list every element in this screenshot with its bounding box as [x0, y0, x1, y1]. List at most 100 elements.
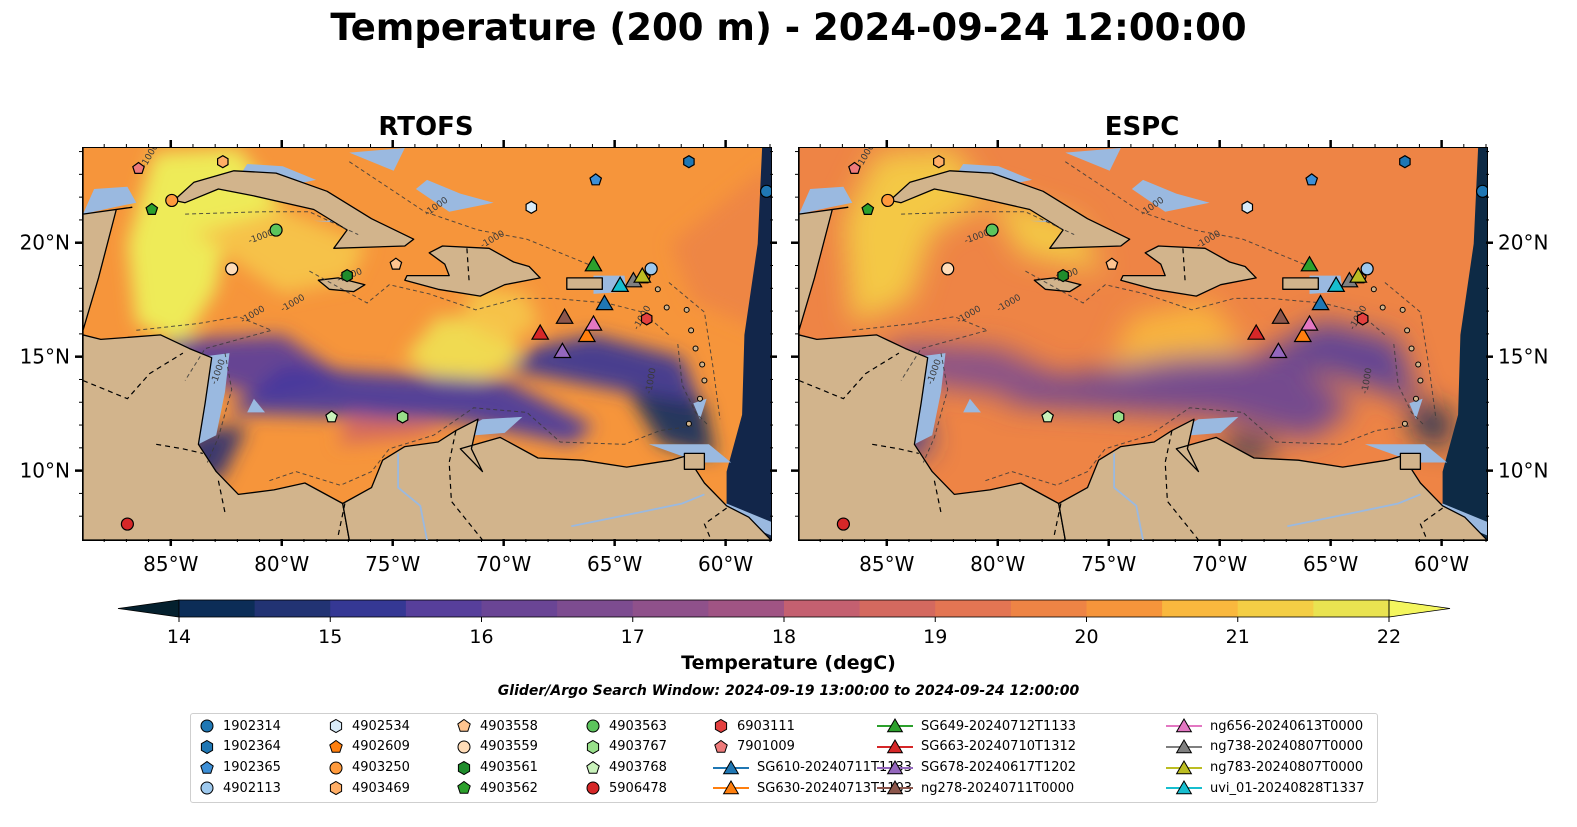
argo-float-1902364[interactable] [1399, 155, 1411, 169]
glider-uvi_01-20240828T1337[interactable] [1326, 276, 1346, 292]
glider-SG610-20240711T1133[interactable] [1311, 294, 1330, 311]
glider-ng656-20240613T0000[interactable] [1300, 314, 1319, 331]
legend-label: 1902364 [223, 739, 281, 755]
glider-ng278-20240711T0000[interactable] [1271, 307, 1290, 324]
glider-uvi_01-20240828T1337[interactable] [610, 276, 630, 292]
argo-float-4903469[interactable] [217, 155, 229, 169]
argo-float-4902534[interactable] [1241, 200, 1254, 214]
glider-SG649-20240712T1133[interactable] [584, 255, 603, 272]
lat-tick-label: 15°N [1498, 345, 1548, 369]
legend-entry: 4903563 [585, 716, 667, 736]
colorbar-bin [405, 600, 482, 617]
legend-marker-icon [329, 761, 343, 775]
legend-entry: 1902365 [199, 758, 281, 778]
glider-ng656-20240613T0000[interactable] [584, 314, 603, 331]
argo-float-4903768[interactable] [1041, 410, 1055, 423]
argo-float-4903250[interactable] [165, 193, 179, 208]
argo-float-6903111[interactable] [1356, 312, 1369, 326]
glider-ng783-20240807T0000[interactable] [1349, 266, 1368, 283]
legend-marker-icon [1166, 738, 1202, 754]
colorbar-bin [935, 600, 1012, 617]
argo-float-1902314[interactable] [1475, 184, 1487, 198]
argo-float-1902365[interactable] [1305, 173, 1319, 186]
glider-SG649-20240712T1133[interactable] [1300, 255, 1319, 272]
legend-label: 1902314 [223, 718, 281, 734]
lon-tick-label: 70°W [476, 552, 531, 576]
legend-marker-icon [586, 760, 600, 774]
glider-SG678-20240617T1202[interactable] [553, 342, 572, 359]
legend-label: SG678-20240617T1202 [921, 760, 1077, 776]
argo-float-7901009[interactable] [132, 161, 145, 174]
argo-float-4903558[interactable] [1105, 257, 1119, 270]
legend-label: 4902534 [352, 718, 410, 734]
lon-tick-label: 80°W [254, 552, 309, 576]
argo-float-4903767[interactable] [1112, 410, 1125, 424]
legend-label: SG630-20240713T1103 [757, 780, 913, 796]
colorbar-extend-high [1388, 599, 1451, 618]
legend-marker-icon [457, 781, 471, 795]
glider-SG663-20240710T1312[interactable] [530, 323, 550, 340]
legend-marker-icon [457, 740, 471, 754]
argo-float-4903250[interactable] [881, 193, 895, 208]
legend-entry: 6903111 [713, 716, 795, 736]
argo-float-4903558[interactable] [389, 257, 403, 270]
legend-label: 4903768 [609, 760, 667, 776]
colorbar-tick-label: 16 [469, 626, 494, 648]
colorbar-bin [859, 600, 936, 617]
argo-float-4902113[interactable] [1360, 262, 1374, 276]
colorbar-bin [708, 600, 785, 617]
argo-float-7901009[interactable] [848, 161, 861, 174]
argo-float-4903768[interactable] [325, 410, 339, 423]
argo-float-4902113[interactable] [644, 262, 658, 276]
map-rtofs[interactable]: -1000 -1000 -1000 -1000 -1000 -1000 -1000 -1000… [82, 147, 772, 541]
glider-ng278-20240711T0000[interactable] [555, 307, 574, 324]
argo-float-4903563[interactable] [269, 223, 283, 237]
legend-entry: 5906478 [585, 778, 667, 798]
colorbar-bin [1010, 600, 1087, 617]
legend-label: 5906478 [609, 780, 667, 796]
argo-float-5906478[interactable] [120, 517, 134, 531]
legend-label: SG649-20240712T1133 [921, 718, 1077, 734]
argo-float-6903111[interactable] [640, 312, 653, 326]
search-window-text: Glider/Argo Search Window: 2024-09-19 13… [497, 683, 1080, 699]
legend-entry: 4903768 [585, 758, 667, 778]
map-espc-canvas: -1000-1000-1000-1000-1000 -1000-1000-1000… [799, 148, 1487, 540]
legend-entry: 4903558 [456, 716, 538, 736]
legend-label: ng656-20240613T0000 [1210, 718, 1364, 734]
legend-entry: 4902609 [328, 737, 410, 757]
argo-float-4903563[interactable] [985, 223, 999, 237]
legend-entry: 4903250 [328, 758, 410, 778]
glider-SG630-20240713T1103[interactable] [577, 326, 597, 343]
argo-float-4902534[interactable] [525, 200, 538, 214]
legend-label: 4902609 [352, 739, 410, 755]
legend-entry: SG649-20240712T1133 [877, 716, 1076, 736]
legend-label: SG663-20240710T1312 [921, 739, 1077, 755]
glider-SG678-20240617T1202[interactable] [1269, 342, 1288, 359]
argo-float-4903562[interactable] [145, 202, 159, 216]
legend-label: SG610-20240711T1133 [757, 760, 913, 776]
glider-SG610-20240711T1133[interactable] [595, 294, 614, 311]
legend-label: 6903111 [737, 718, 795, 734]
argo-float-4903561[interactable] [1057, 268, 1069, 283]
legend-entry: 7901009 [713, 737, 795, 757]
argo-float-1902314[interactable] [759, 184, 771, 198]
legend-label: 4903563 [609, 718, 667, 734]
argo-float-4903559[interactable] [225, 262, 239, 276]
glider-SG630-20240713T1103[interactable] [1293, 326, 1313, 343]
argo-float-4903561[interactable] [341, 268, 353, 283]
argo-float-5906478[interactable] [836, 517, 850, 531]
argo-float-4903767[interactable] [396, 410, 409, 424]
glider-SG663-20240710T1312[interactable] [1246, 323, 1266, 340]
argo-float-4903559[interactable] [941, 262, 955, 276]
map-espc[interactable]: -1000 -1000 -1000 -1000 -1000 -1000 -1000 -1000… [798, 147, 1488, 541]
argo-float-1902364[interactable] [683, 155, 695, 169]
legend-marker-icon [329, 739, 343, 753]
glider-ng783-20240807T0000[interactable] [633, 266, 652, 283]
legend-entry: 1902314 [199, 716, 281, 736]
colorbar-tick-label: 14 [166, 626, 192, 648]
legend-marker-icon [714, 718, 728, 734]
legend-label: 4903558 [480, 718, 538, 734]
argo-float-4903469[interactable] [933, 155, 945, 169]
argo-float-1902365[interactable] [589, 173, 603, 186]
argo-float-4903562[interactable] [861, 202, 875, 216]
